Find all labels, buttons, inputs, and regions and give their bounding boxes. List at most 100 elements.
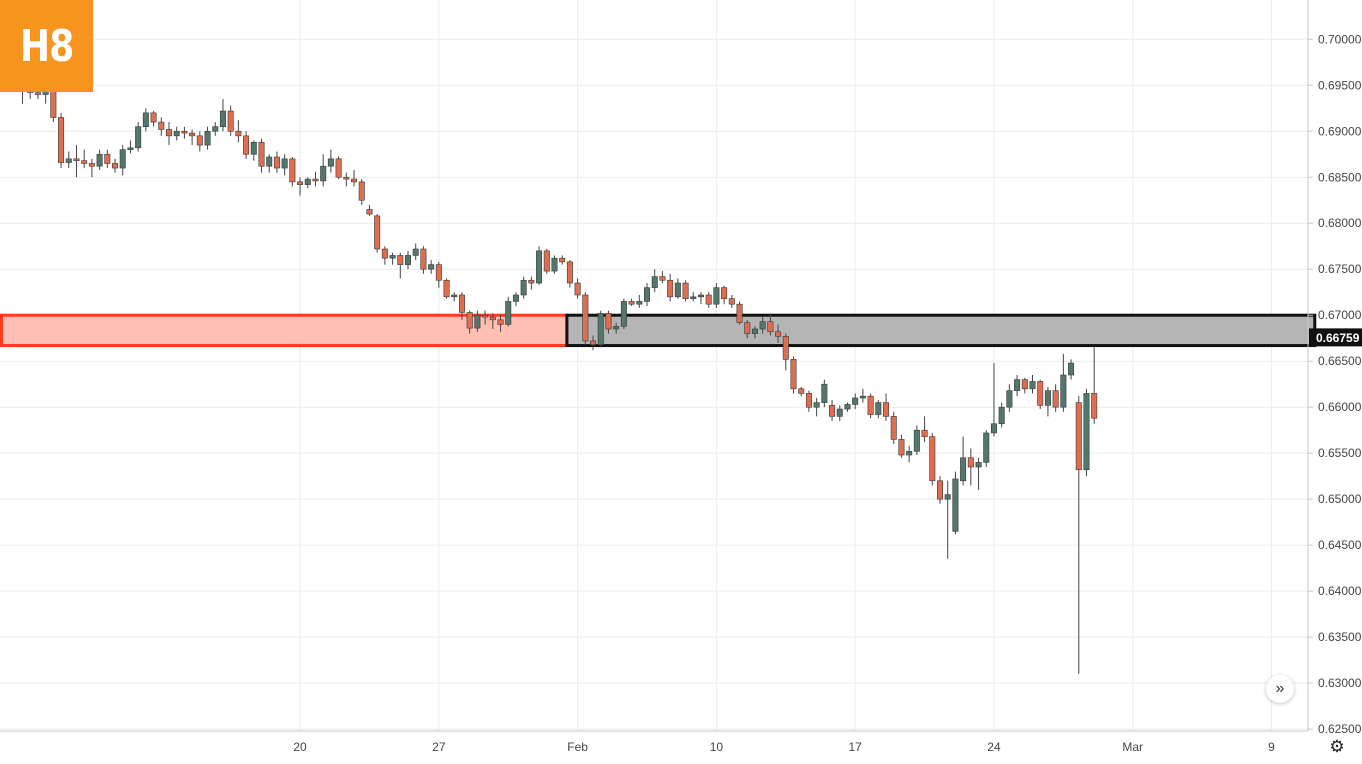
candle-up — [944, 480, 951, 559]
candle-body — [767, 321, 774, 333]
candle-body — [351, 178, 358, 183]
candle-body — [836, 408, 843, 417]
candle-body — [1052, 390, 1059, 408]
candle-body — [566, 261, 573, 284]
candle-down — [936, 476, 943, 504]
candle-down — [165, 122, 172, 146]
candle-body — [428, 264, 435, 270]
candle-up — [135, 122, 142, 152]
candle-down — [705, 292, 712, 308]
candle-down — [112, 158, 119, 173]
candle-up — [320, 154, 327, 187]
candle-up — [551, 255, 558, 274]
candle-body — [505, 301, 512, 325]
gear-icon: ⚙ — [1329, 737, 1345, 756]
candle-down — [58, 112, 65, 169]
x-tick-label: 17 — [849, 740, 863, 754]
candle-up — [644, 283, 651, 307]
candle-up — [536, 246, 543, 285]
candle-body — [142, 112, 149, 127]
candle-down — [366, 204, 373, 216]
double-chevron-right-icon: » — [1275, 680, 1285, 697]
candle-body — [690, 296, 697, 299]
candle-up — [1006, 384, 1013, 412]
candle-up — [219, 99, 226, 132]
candle-up — [713, 283, 720, 308]
candle-up — [1029, 375, 1036, 394]
candle-up — [250, 140, 257, 161]
candle-up — [266, 154, 273, 173]
candle-body — [913, 429, 920, 452]
candle-body — [551, 257, 558, 272]
candle-body — [297, 181, 304, 185]
current-price-tag — [1309, 328, 1362, 347]
x-tick-label: Feb — [567, 740, 588, 754]
candle-body — [728, 298, 735, 305]
candle-down — [1037, 379, 1044, 410]
candle-down — [381, 246, 388, 265]
candle-up — [651, 269, 658, 293]
candle-down — [775, 324, 782, 343]
y-tick-label: 0.69000 — [1318, 124, 1362, 138]
y-tick-label: 0.68500 — [1318, 170, 1362, 184]
candle-down — [559, 255, 566, 265]
y-tick-label: 0.63000 — [1318, 676, 1362, 690]
candle-down — [435, 261, 442, 288]
candle-up — [389, 252, 396, 265]
candle-down — [289, 157, 296, 187]
candle-body — [420, 248, 427, 270]
logo-text: H8 — [19, 20, 74, 72]
candle-body — [119, 149, 126, 169]
candle-down — [543, 248, 550, 274]
candle-body — [443, 279, 450, 298]
candle-up — [65, 151, 72, 169]
candle-body — [813, 402, 820, 408]
candle-body — [34, 92, 41, 95]
candle-body — [782, 336, 789, 360]
candle-body — [682, 282, 689, 299]
candle-up — [821, 379, 828, 408]
candle-up — [142, 108, 149, 132]
logo-badge: H8 — [0, 0, 93, 92]
support-zone-retest — [565, 313, 1317, 348]
candle-down — [582, 292, 589, 345]
candle-body — [829, 405, 836, 417]
candle-body — [605, 313, 612, 330]
candle-up — [304, 177, 311, 189]
candle-up — [636, 294, 643, 308]
y-tick-label: 0.64000 — [1318, 584, 1362, 598]
candle-body — [135, 126, 142, 149]
candle-body — [173, 130, 180, 137]
candle-down — [258, 138, 265, 173]
candle-body — [165, 129, 172, 137]
candle-up — [751, 326, 758, 339]
candle-down — [883, 393, 890, 421]
candle-body — [327, 158, 334, 167]
scroll-to-realtime-button[interactable]: » — [1266, 675, 1294, 703]
candle-down — [50, 87, 57, 123]
candle-body — [597, 313, 604, 345]
candle-body — [1014, 379, 1021, 391]
candle-body — [536, 250, 543, 284]
candle-down — [782, 333, 789, 371]
candle-body — [281, 158, 288, 169]
candle-body — [1075, 402, 1082, 471]
candle-body — [960, 457, 967, 482]
candle-body — [489, 316, 496, 321]
candle-up — [859, 388, 866, 403]
candle-body — [1006, 390, 1013, 408]
settings-button[interactable]: ⚙ — [1327, 737, 1347, 757]
candle-up — [852, 393, 859, 410]
candle-body — [1091, 393, 1098, 419]
y-tick-label: 0.67000 — [1318, 308, 1362, 322]
candle-up — [474, 310, 481, 332]
candle-up — [212, 122, 219, 136]
candle-body — [651, 276, 658, 288]
candle-body — [104, 153, 111, 164]
candle-body — [921, 429, 928, 437]
candle-body — [196, 135, 203, 146]
candle-down — [335, 156, 342, 180]
candle-down — [181, 126, 188, 139]
